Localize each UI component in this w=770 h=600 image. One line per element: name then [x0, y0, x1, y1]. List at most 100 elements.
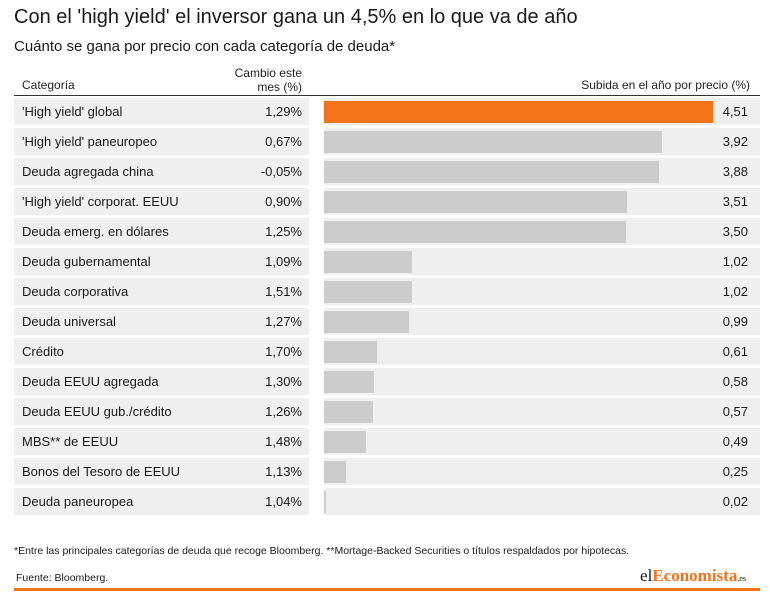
bar-value-label: 3,51 [722, 194, 748, 209]
category-label: 'High yield' paneuropeo [22, 134, 158, 149]
monthly-change-value: 0,67% [265, 134, 302, 149]
logo-prefix: el [640, 566, 653, 585]
category-label: Deuda agregada china [22, 164, 154, 179]
category-label: Deuda gubernamental [22, 254, 151, 269]
monthly-change-value: 1,51% [265, 284, 302, 299]
category-label: Deuda paneuropea [22, 494, 134, 509]
category-label: Deuda universal [22, 314, 116, 329]
category-label: Crédito [22, 344, 64, 359]
table-row: Deuda agregada china -0,05% 3,88 [14, 158, 760, 185]
row-background [14, 248, 309, 275]
table-row: 'High yield' global 1,29% 4,51 [14, 98, 760, 125]
bar-value-label: 3,92 [722, 134, 748, 149]
bar [324, 251, 412, 273]
bar [324, 161, 659, 183]
table-row: Deuda EEUU agregada 1,30% 0,58 [14, 368, 760, 395]
bar-value-label: 1,02 [722, 284, 748, 299]
bar [324, 341, 377, 363]
monthly-change-value: 1,13% [265, 464, 302, 479]
column-header-category: Categoría [22, 78, 75, 92]
bar-track [324, 368, 760, 395]
bar-track [324, 428, 760, 455]
bar [324, 311, 409, 333]
chart-subtitle: Cuánto se gana por precio con cada categ… [14, 38, 396, 55]
category-label: MBS** de EEUU [22, 434, 119, 449]
column-header-bar: Subida en el año por precio (%) [581, 78, 750, 92]
row-background [14, 218, 309, 245]
source-note: Fuente: Bloomberg. [16, 572, 109, 584]
bar-value-label: 0,49 [722, 434, 748, 449]
monthly-change-value: 0,90% [265, 194, 302, 209]
row-background [14, 338, 309, 365]
table-row: Deuda EEUU gub./crédito 1,26% 0,57 [14, 398, 760, 425]
row-background [14, 428, 309, 455]
table-row: Deuda emerg. en dólares 1,25% 3,50 [14, 218, 760, 245]
bar-value-label: 3,88 [722, 164, 748, 179]
bar [324, 281, 412, 303]
bar [324, 491, 326, 513]
bottom-divider [14, 588, 760, 591]
column-header-change-line1: Cambio este [234, 66, 302, 80]
chart-title: Con el 'high yield' el inversor gana un … [14, 6, 578, 28]
row-background [14, 188, 309, 215]
category-label: 'High yield' global [22, 104, 123, 119]
publisher-logo: elEconomista.es [640, 566, 746, 586]
monthly-change-value: 1,27% [265, 314, 302, 329]
row-background [14, 308, 309, 335]
monthly-change-value: 1,25% [265, 224, 302, 239]
table-row: Deuda universal 1,27% 0,99 [14, 308, 760, 335]
footnote: *Entre las principales categorías de deu… [14, 545, 630, 557]
category-label: Deuda EEUU agregada [22, 374, 159, 389]
monthly-change-value: -0,05% [260, 164, 302, 179]
bar-value-label: 0,25 [722, 464, 748, 479]
row-background [14, 398, 309, 425]
table-row: Deuda gubernamental 1,09% 1,02 [14, 248, 760, 275]
logo-tld: .es [737, 574, 746, 583]
row-background [14, 368, 309, 395]
monthly-change-value: 1,29% [265, 104, 302, 119]
monthly-change-value: 1,26% [265, 404, 302, 419]
category-label: Deuda EEUU gub./crédito [22, 404, 172, 419]
bar [324, 131, 662, 153]
column-header-change-line2: mes (%) [257, 80, 302, 94]
row-background [14, 278, 309, 305]
table-row: 'High yield' paneuropeo 0,67% 3,92 [14, 128, 760, 155]
table-row: Deuda paneuropea 1,04% 0,02 [14, 488, 760, 515]
category-label: Bonos del Tesoro de EEUU [22, 464, 181, 479]
table-row: Deuda corporativa 1,51% 1,02 [14, 278, 760, 305]
bar-value-label: 0,57 [722, 404, 748, 419]
table-row: 'High yield' corporat. EEUU 0,90% 3,51 [14, 188, 760, 215]
bar-value-label: 0,99 [722, 314, 748, 329]
header-divider [14, 95, 760, 96]
bar-value-label: 1,02 [722, 254, 748, 269]
table-row: Crédito 1,70% 0,61 [14, 338, 760, 365]
category-label: 'High yield' corporat. EEUU [22, 194, 179, 209]
category-label: Deuda corporativa [22, 284, 129, 299]
bar [324, 461, 346, 483]
monthly-change-value: 1,70% [265, 344, 302, 359]
row-background [14, 458, 309, 485]
category-label: Deuda emerg. en dólares [22, 224, 169, 239]
bar-value-label: 4,51 [722, 104, 748, 119]
row-background [14, 128, 309, 155]
monthly-change-value: 1,48% [265, 434, 302, 449]
bar-value-label: 0,61 [722, 344, 748, 359]
bar [324, 101, 713, 123]
bar-value-label: 0,58 [722, 374, 748, 389]
bar-track [324, 488, 760, 515]
bar-value-label: 3,50 [722, 224, 748, 239]
logo-brand: Economista [652, 566, 738, 585]
monthly-change-value: 1,09% [265, 254, 302, 269]
bar [324, 401, 373, 423]
bar [324, 431, 366, 453]
bar-track [324, 338, 760, 365]
table-row: MBS** de EEUU 1,48% 0,49 [14, 428, 760, 455]
row-background [14, 158, 309, 185]
column-header-change: Cambio este mes (%) [222, 66, 302, 94]
bar-track [324, 398, 760, 425]
table-row: Bonos del Tesoro de EEUU 1,13% 0,25 [14, 458, 760, 485]
bar [324, 191, 627, 213]
row-background [14, 488, 309, 515]
monthly-change-value: 1,30% [265, 374, 302, 389]
bar [324, 371, 374, 393]
